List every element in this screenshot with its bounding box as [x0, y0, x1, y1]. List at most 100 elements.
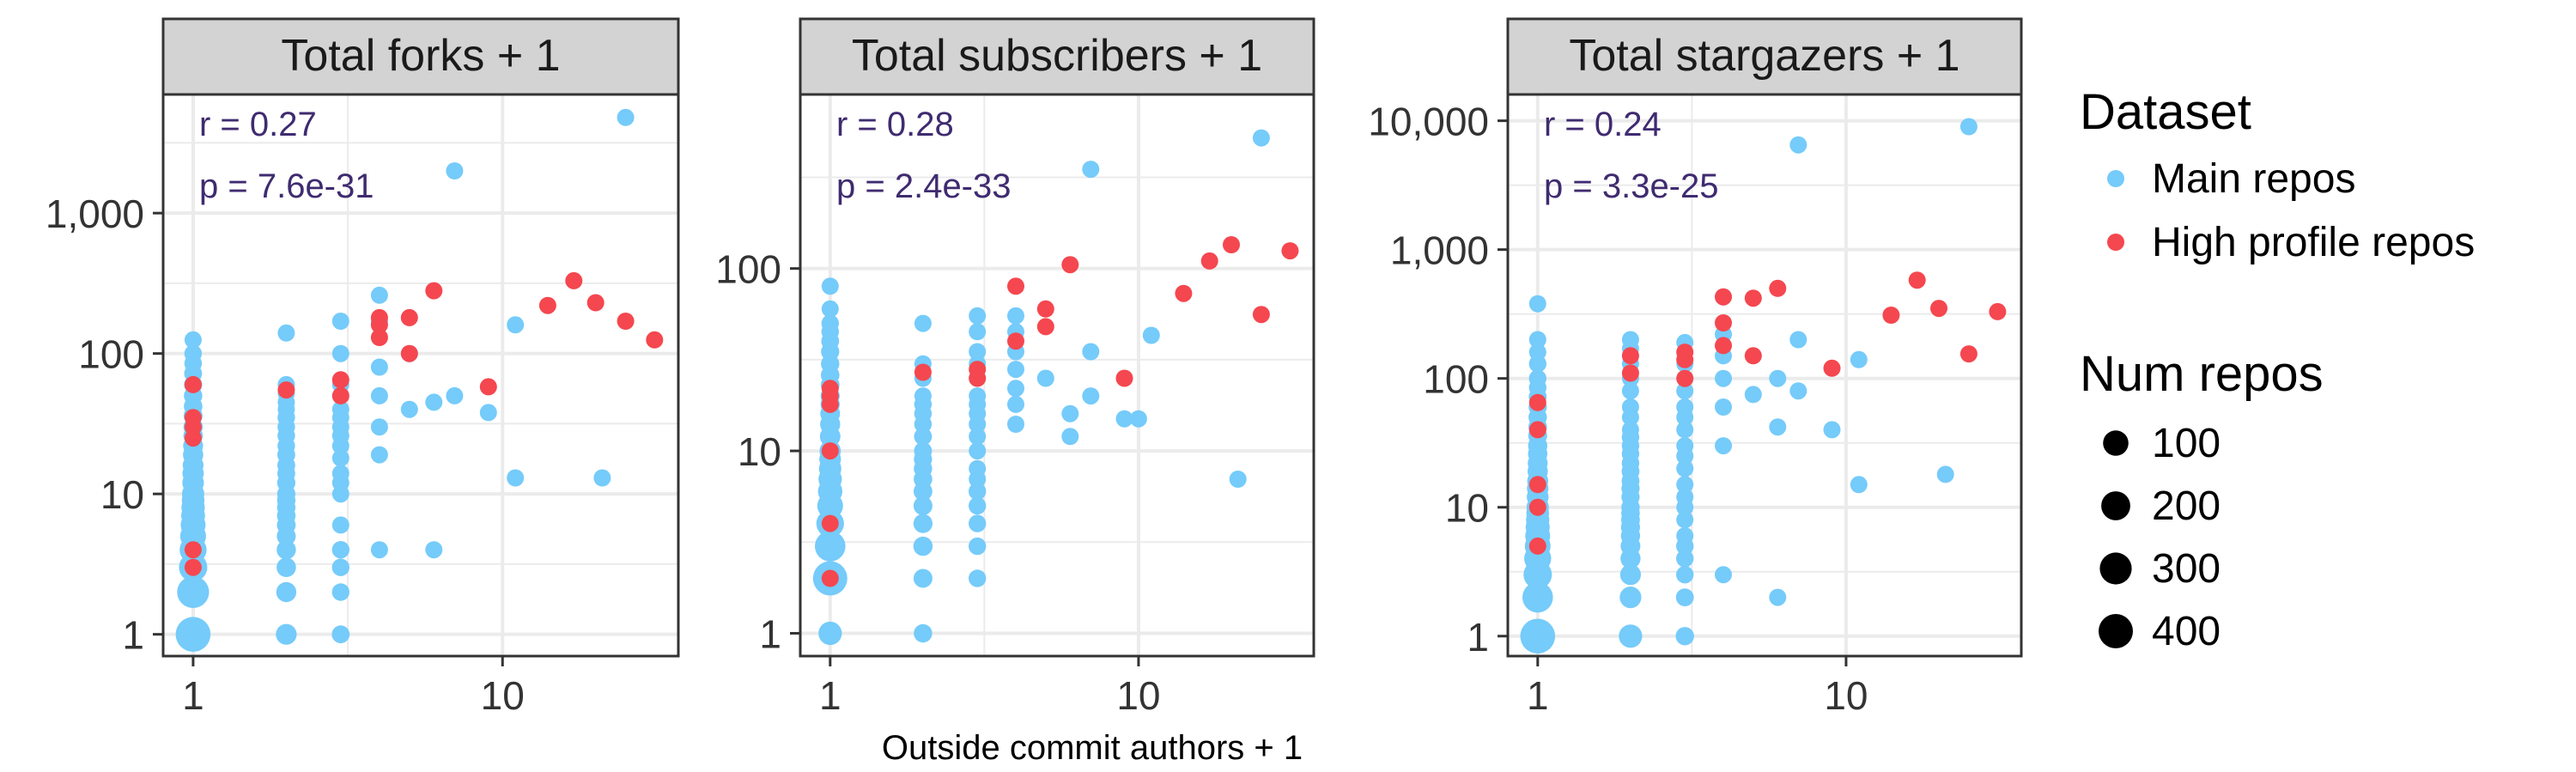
- point-main-repo: [593, 469, 611, 487]
- legend-size-key: [2099, 552, 2132, 585]
- point-main-repo: [1621, 382, 1639, 400]
- point-main-repo: [914, 623, 933, 643]
- point-main-repo: [370, 541, 388, 559]
- point-main-repo: [1823, 421, 1841, 439]
- point-main-repo: [821, 314, 839, 332]
- y-tick-label: 10: [738, 429, 781, 474]
- legend-size-label: 200: [2152, 483, 2221, 529]
- point-main-repo: [1850, 350, 1868, 368]
- point-main-repo: [331, 516, 349, 534]
- point-high-profile-repo: [1200, 252, 1218, 270]
- point-high-profile-repo: [1528, 498, 1546, 516]
- point-main-repo: [1789, 382, 1807, 400]
- point-main-repo: [331, 558, 349, 576]
- point-main-repo: [1007, 395, 1024, 413]
- point-main-repo: [969, 307, 987, 325]
- point-main-repo: [331, 449, 349, 467]
- point-high-profile-repo: [425, 282, 443, 300]
- point-high-profile-repo: [538, 296, 556, 314]
- point-main-repo: [1769, 588, 1787, 606]
- point-main-repo: [425, 541, 443, 559]
- point-main-repo: [1115, 410, 1133, 428]
- p-value-label: p = 7.6e-31: [199, 167, 374, 205]
- point-main-repo: [913, 568, 933, 588]
- point-high-profile-repo: [1621, 364, 1639, 382]
- point-main-repo: [1676, 398, 1694, 416]
- point-main-repo: [1676, 476, 1694, 494]
- panel-border: [799, 93, 1315, 658]
- points: [175, 108, 664, 652]
- plot-area: [1508, 94, 2021, 656]
- y-tick-label: 1,000: [1390, 228, 1489, 273]
- point-main-repo: [1715, 566, 1732, 584]
- point-main-repo: [1229, 471, 1247, 488]
- point-main-repo: [446, 162, 464, 179]
- legend-size-key: [2099, 614, 2133, 648]
- panel-border: [161, 93, 680, 658]
- point-main-repo: [479, 404, 497, 422]
- y-tick-label: 10: [1445, 486, 1489, 531]
- point-main-repo: [914, 441, 933, 460]
- point-high-profile-repo: [1007, 332, 1024, 350]
- point-main-repo: [1528, 295, 1546, 313]
- point-main-repo: [331, 400, 349, 418]
- point-high-profile-repo: [1959, 345, 1978, 363]
- correlation-label: r = 0.27: [199, 106, 317, 143]
- point-main-repo: [969, 483, 987, 501]
- point-main-repo: [1528, 331, 1546, 349]
- point-main-repo: [969, 442, 987, 460]
- point-main-repo: [1676, 421, 1694, 439]
- point-main-repo: [1769, 369, 1787, 387]
- point-main-repo: [1715, 369, 1732, 387]
- point-high-profile-repo: [914, 363, 932, 381]
- point-high-profile-repo: [1036, 318, 1054, 336]
- point-main-repo: [1082, 161, 1100, 179]
- point-main-repo: [1676, 459, 1694, 477]
- point-main-repo: [1850, 476, 1868, 494]
- point-main-repo: [331, 583, 349, 601]
- point-high-profile-repo: [400, 308, 418, 326]
- point-main-repo: [1252, 129, 1270, 147]
- point-main-repo: [400, 400, 418, 418]
- legend-size-key: [2101, 491, 2130, 520]
- point-main-repo: [818, 621, 842, 646]
- point-main-repo: [617, 108, 635, 126]
- p-value-label: p = 3.3e-25: [1544, 167, 1719, 205]
- point-main-repo: [1142, 326, 1160, 344]
- point-high-profile-repo: [646, 331, 664, 349]
- point-main-repo: [913, 514, 933, 533]
- point-main-repo: [1619, 564, 1641, 586]
- point-main-repo: [914, 427, 933, 446]
- point-main-repo: [331, 344, 349, 362]
- point-high-profile-repo: [617, 313, 635, 330]
- point-main-repo: [1769, 418, 1787, 436]
- point-main-repo: [175, 617, 211, 652]
- point-main-repo: [1520, 618, 1556, 654]
- point-main-repo: [1528, 369, 1547, 387]
- plot-area: [163, 94, 678, 656]
- y-tick-label: 10: [100, 472, 144, 517]
- panel-title: Total forks + 1: [281, 31, 560, 81]
- point-main-repo: [1676, 527, 1694, 544]
- point-high-profile-repo: [1676, 369, 1694, 387]
- x-tick-label: 1: [182, 673, 204, 718]
- panel-border: [1506, 93, 2023, 658]
- point-high-profile-repo: [277, 381, 295, 399]
- point-main-repo: [370, 358, 388, 376]
- point-high-profile-repo: [821, 380, 839, 398]
- legend-dataset-label: High profile repos: [2152, 220, 2475, 265]
- point-main-repo: [1082, 387, 1100, 405]
- point-main-repo: [425, 393, 443, 411]
- point-main-repo: [370, 446, 388, 464]
- point-main-repo: [1619, 587, 1642, 609]
- point-main-repo: [913, 496, 933, 515]
- point-main-repo: [276, 623, 297, 645]
- legend-size-key: [2103, 430, 2129, 456]
- point-main-repo: [1676, 488, 1694, 506]
- point-high-profile-repo: [1061, 256, 1079, 274]
- point-high-profile-repo: [400, 344, 418, 362]
- point-main-repo: [331, 465, 349, 483]
- x-tick-label: 10: [1116, 673, 1160, 718]
- point-main-repo: [1129, 410, 1147, 428]
- point-main-repo: [1789, 331, 1807, 349]
